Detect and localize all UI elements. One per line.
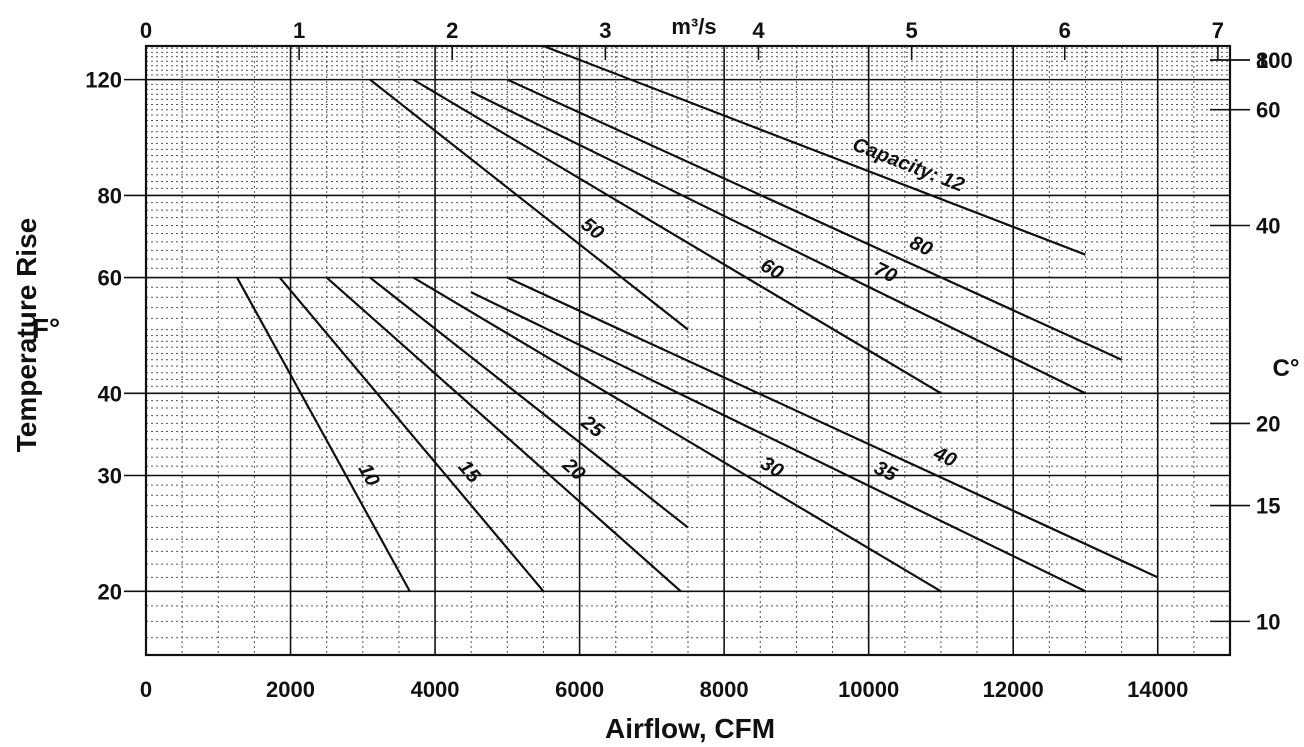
- right-tick-label: 20: [1256, 411, 1280, 436]
- x-tick-label: 0: [140, 677, 152, 702]
- x-tick-label: 12000: [983, 677, 1044, 702]
- capacity-curve: [506, 276, 1159, 579]
- top-tick-label: 1: [293, 18, 305, 43]
- x-axis-ticks: 0 2000 4000 6000 8000 10000 12000 14000: [140, 677, 1188, 702]
- x-tick-label: 2000: [266, 677, 315, 702]
- top-axis-unit: m³/s: [671, 14, 716, 39]
- x-axis-title: Airflow, CFM: [605, 713, 775, 744]
- capacity-curve: [369, 276, 689, 529]
- x-tick-label: 14000: [1127, 677, 1188, 702]
- y-tick-label: 20: [98, 579, 122, 604]
- left-axis-ticks: 20 30 40 60 80 120: [85, 68, 122, 605]
- y-tick-label: 60: [98, 266, 122, 291]
- right-unit-label: C°: [1273, 355, 1300, 382]
- top-tick-label: 0: [140, 18, 152, 43]
- y-axis-title: Temperature Rise: [11, 218, 42, 452]
- right-tick-label: 60: [1256, 98, 1280, 123]
- top-tick-label: 2: [446, 18, 458, 43]
- capacity-curve: [369, 78, 689, 331]
- right-tick-label: 10: [1256, 609, 1280, 634]
- capacity-curve: [412, 78, 942, 395]
- right-tick-label: 15: [1256, 494, 1280, 519]
- capacity-curve: [543, 44, 1086, 256]
- top-tick-label: 3: [599, 18, 611, 43]
- capacity-label: 15: [454, 456, 486, 488]
- top-axis-ticks: 0 1 2 3 4 5 6 7: [140, 18, 1224, 60]
- capacity-curve: [278, 276, 545, 592]
- top-tick-label: 4: [752, 18, 765, 43]
- x-tick-label: 4000: [411, 677, 460, 702]
- right-tick-label: 100: [1256, 48, 1293, 73]
- plot-frame: [144, 44, 1232, 657]
- top-tick-label: 6: [1059, 18, 1071, 43]
- y-tick-label: 40: [98, 381, 122, 406]
- capacity-curve: [325, 276, 682, 593]
- capacity-curve: [506, 78, 1123, 361]
- capacity-label: 70: [871, 258, 901, 288]
- capacity-curve: [412, 276, 942, 593]
- capacity-label: 80: [906, 232, 935, 261]
- right-tick-label: 40: [1256, 214, 1280, 239]
- x-tick-label: 8000: [700, 677, 749, 702]
- capacity-label: 20: [557, 453, 589, 485]
- left-unit-label: F°: [32, 313, 60, 344]
- capacity-curve: [470, 90, 1086, 395]
- x-tick-label: 10000: [838, 677, 899, 702]
- top-tick-label: 7: [1212, 18, 1224, 43]
- top-tick-label: 5: [905, 18, 917, 43]
- capacity-label: 40: [929, 442, 959, 472]
- x-tick-label: 6000: [555, 677, 604, 702]
- y-tick-label: 30: [98, 463, 122, 488]
- capacity-label: 10: [354, 460, 384, 490]
- capacity-label: 35: [871, 457, 901, 487]
- capacity-curve: [236, 277, 411, 592]
- capacity-curves: [236, 44, 1159, 593]
- y-tick-label: 120: [85, 68, 122, 93]
- capacity-label: 25: [576, 411, 609, 443]
- major-grid: [124, 46, 1230, 655]
- right-tick-label: 80: [1256, 48, 1280, 73]
- minor-grid: [146, 46, 1230, 655]
- capacity-curve: [470, 291, 1086, 593]
- y-tick-label: 80: [98, 183, 122, 208]
